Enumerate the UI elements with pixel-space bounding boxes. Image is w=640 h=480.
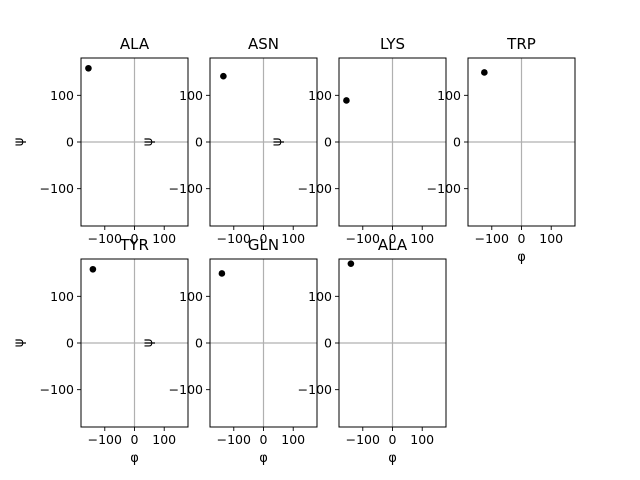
subplot-title: ASN [248,35,279,53]
data-point [347,260,355,267]
y-tick-label: 100 [50,88,74,103]
subplot-title: ALA [120,35,150,53]
y-tick-label: 100 [437,88,461,103]
x-tick-label: 100 [410,432,434,447]
y-tick-label: 100 [308,88,332,103]
subplot-title: GLN [248,236,279,254]
subplot-title: TYR [119,236,149,254]
x-tick-label: 0 [131,231,139,246]
subplot-7: −100 0 100 −100 0 100 ALA φ [298,236,447,466]
x-tick-label: −100 [217,231,251,246]
x-tick-label: 0 [131,432,139,447]
x-axis-label: φ [388,451,397,466]
y-tick-label: −100 [169,382,203,397]
x-tick-label: 0 [389,432,397,447]
data-point [343,97,350,104]
x-tick-label: 100 [410,231,434,246]
y-tick-label: −100 [298,382,332,397]
x-tick-label: 100 [539,231,563,246]
x-tick-label: −100 [346,231,380,246]
y-tick-label: −100 [298,181,332,196]
subplot-title: LYS [380,35,405,53]
x-tick-label: 0 [389,231,397,246]
subplot-2: −100 0 100 −100 0 100 ASN ψ [141,35,318,246]
x-tick-label: −100 [88,432,122,447]
x-axis-label: φ [517,250,526,265]
subplot-1: −100 0 100 −100 0 100 ALA ψ [12,35,189,246]
x-tick-label: 0 [260,432,268,447]
y-tick-label: 100 [50,289,74,304]
y-tick-label: −100 [427,181,461,196]
y-tick-label: 0 [66,336,74,351]
subplot-4: −100 0 100 −100 0 100 TRP φ [427,35,576,265]
x-axis-label: φ [130,451,139,466]
y-tick-label: 0 [453,135,461,150]
subplot-3: −100 0 100 −100 0 100 LYS ψ [270,35,447,246]
y-axis-label: ψ [141,138,156,147]
y-tick-label: 0 [66,135,74,150]
y-tick-label: −100 [40,181,74,196]
subplot-5: −100 0 100 −100 0 100 TYR φ ψ [12,236,189,466]
y-tick-label: 0 [324,336,332,351]
y-axis-label: ψ [12,138,27,147]
data-point [85,64,92,72]
y-axis-label: ψ [270,138,285,147]
y-tick-label: 0 [324,135,332,150]
x-tick-label: 100 [152,432,176,447]
x-axis-label: φ [259,451,268,466]
subplot-6: −100 0 100 −100 0 100 GLN φ ψ [141,236,318,466]
data-point [220,72,227,80]
data-point [89,265,97,273]
subplot-title: TRP [506,35,536,53]
y-axis-label: ψ [12,339,27,348]
x-tick-label: −100 [217,432,251,447]
x-tick-label: −100 [475,231,509,246]
y-tick-label: 100 [308,289,332,304]
x-tick-label: 0 [260,231,268,246]
x-tick-label: 0 [518,231,526,246]
y-tick-label: 0 [195,336,203,351]
x-tick-label: −100 [346,432,380,447]
y-tick-label: −100 [40,382,74,397]
y-tick-label: 0 [195,135,203,150]
y-tick-label: −100 [169,181,203,196]
x-tick-label: −100 [88,231,122,246]
x-tick-label: 100 [281,432,305,447]
subplot-title: ALA [378,236,408,254]
y-tick-label: 100 [179,289,203,304]
x-tick-label: 100 [281,231,305,246]
x-tick-label: 100 [152,231,176,246]
data-point [218,270,226,277]
y-axis-label: ψ [141,339,156,348]
data-point [481,69,488,76]
y-tick-label: 100 [179,88,203,103]
